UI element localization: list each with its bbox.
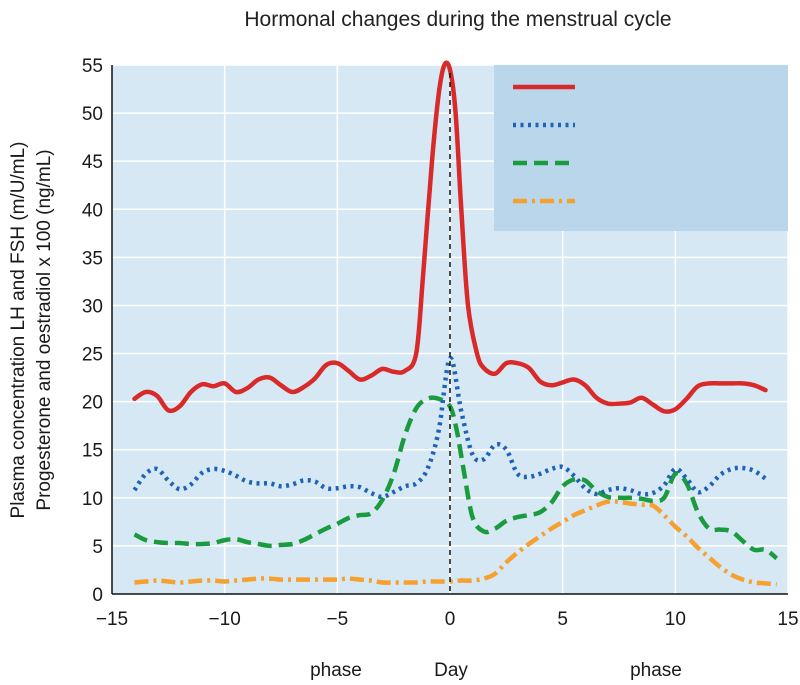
series-line-dotted bbox=[132, 356, 767, 500]
series-layer bbox=[132, 60, 779, 587]
series-line-dashed bbox=[133, 395, 779, 561]
chart-title: Hormonal changes during the menstrual cy… bbox=[244, 8, 671, 31]
phase-label-left: phase bbox=[310, 660, 362, 681]
series-line-solid bbox=[132, 60, 768, 414]
axes bbox=[111, 65, 788, 595]
x-tick-label: 10 bbox=[665, 609, 686, 630]
y-tick-label: 25 bbox=[82, 345, 103, 366]
y-tick-label: 5 bbox=[92, 537, 103, 558]
y-tick-labels: 0 5 10 15 20 25 30 35 40 45 50 55 bbox=[82, 56, 103, 606]
x-tick-label: 0 bbox=[445, 609, 456, 630]
x-tick-label: 15 bbox=[777, 609, 798, 630]
y-axis-label-line-2: Progesterone and oestradiol x 100 (ng/mL… bbox=[34, 149, 55, 510]
x-tick-label: 5 bbox=[557, 609, 568, 630]
y-tick-label: 40 bbox=[82, 200, 103, 221]
y-tick-label: 35 bbox=[82, 248, 103, 269]
x-tick-label: −10 bbox=[209, 609, 241, 630]
y-tick-label: 50 bbox=[82, 104, 103, 125]
y-axis-label-line-1: Plasma concentration LH and FSH (m/U/mL) bbox=[8, 142, 29, 519]
y-tick-label: 0 bbox=[92, 585, 103, 606]
y-tick-label: 30 bbox=[82, 296, 103, 317]
y-tick-label: 15 bbox=[82, 441, 103, 462]
phase-label-right: phase bbox=[630, 660, 682, 681]
x-tick-labels: −15 −10 −5 0 5 10 15 bbox=[96, 609, 799, 630]
legend-box bbox=[494, 65, 788, 231]
x-axis-label: Day bbox=[434, 660, 468, 681]
x-tick-label: −5 bbox=[326, 609, 348, 630]
y-tick-label: 55 bbox=[82, 56, 103, 77]
legend bbox=[513, 84, 575, 204]
y-tick-label: 45 bbox=[82, 152, 103, 173]
x-tick-label: −15 bbox=[96, 609, 128, 630]
y-tick-label: 20 bbox=[82, 393, 103, 414]
y-tick-label: 10 bbox=[82, 489, 103, 510]
